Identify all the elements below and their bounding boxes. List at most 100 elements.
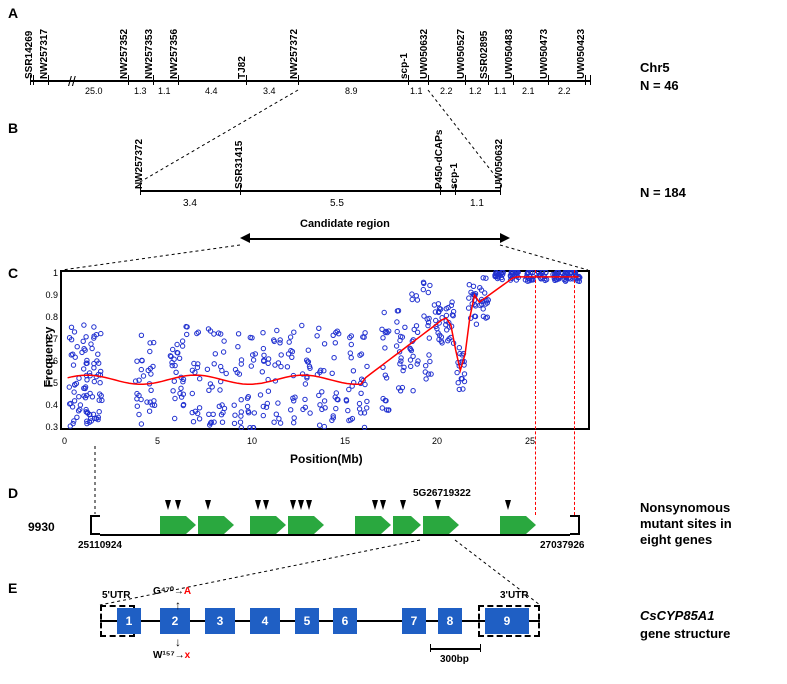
break-mark: // <box>68 73 78 89</box>
tick <box>465 75 466 85</box>
tick <box>513 75 514 85</box>
panel-c-label: C <box>8 265 18 281</box>
nsyn-arrow-icon <box>435 500 441 510</box>
xtick: 5 <box>155 436 160 446</box>
panelD-pos-left: 25110924 <box>78 540 122 551</box>
candidate-region-label: Candidate region <box>300 218 390 230</box>
panelB-axis <box>140 190 500 192</box>
nsyn-arrow-icon <box>400 500 406 510</box>
ytick: 0.8 <box>38 312 58 322</box>
mut-bot: W¹⁵⁷→x <box>153 650 190 661</box>
exon-4: 4 <box>250 608 280 634</box>
marker: NW257372 <box>134 139 145 189</box>
distance: 5.5 <box>330 198 344 209</box>
marker: UW050483 <box>504 29 515 79</box>
red-dash-right <box>574 270 575 515</box>
chr5-label: Chr5 <box>640 60 670 75</box>
panelA-n-label: N = 46 <box>640 78 679 93</box>
nsyn-arrow-icon <box>205 500 211 510</box>
panelB-n-label: N = 184 <box>640 185 686 200</box>
tick <box>153 75 154 85</box>
mut-top: G⁴⁷⁰→A <box>153 586 191 597</box>
marker: SSR14269 <box>24 31 35 79</box>
panelD-right3: eight genes <box>640 532 712 547</box>
exon-6: 6 <box>333 608 357 634</box>
utr5-label: 5'UTR <box>102 590 131 601</box>
xtick: 20 <box>432 436 442 446</box>
marker: NW257372 <box>289 29 300 79</box>
utr3-label: 3'UTR <box>500 590 529 601</box>
mut-g470: G⁴⁷⁰ <box>153 586 174 597</box>
exon-7: 7 <box>402 608 426 634</box>
distance: 1.2 <box>469 86 482 96</box>
mut-x: x <box>185 650 191 661</box>
red-dash-left <box>535 270 536 515</box>
panelD-pos-right: 27037926 <box>540 540 585 551</box>
marker: NW257353 <box>144 29 155 79</box>
nsyn-arrow-icon <box>298 500 304 510</box>
tick <box>48 75 49 85</box>
arrow-right-icon <box>500 233 510 243</box>
exon-1: 1 <box>117 608 141 634</box>
distance: 1.1 <box>494 86 507 96</box>
panelC-xlabel: Position(Mb) <box>290 452 363 466</box>
distance: 2.1 <box>522 86 535 96</box>
panelD-5g-label: 5G26719322 <box>413 488 471 499</box>
marker: UW050527 <box>456 29 467 79</box>
panel-a-label: A <box>8 5 18 21</box>
marker: scp-1 <box>449 163 460 189</box>
nsyn-arrow-icon <box>306 500 312 510</box>
marker: SSR02895 <box>479 31 490 79</box>
xtick: 15 <box>340 436 350 446</box>
exon-3: 3 <box>205 608 235 634</box>
marker: NW257352 <box>119 29 130 79</box>
tick <box>298 75 299 85</box>
arrow-up-icon: ↑ <box>175 598 181 612</box>
mut-w157: W¹⁵⁷ <box>153 650 175 661</box>
ytick: 0.5 <box>38 378 58 388</box>
arrow-left-icon <box>240 233 250 243</box>
scale-tick <box>430 644 431 652</box>
tick <box>590 75 591 85</box>
distance: 2.2 <box>440 86 453 96</box>
marker: NW257317 <box>39 29 50 79</box>
distance: 1.1 <box>410 86 423 96</box>
nsyn-arrow-icon <box>175 500 181 510</box>
scale-bar <box>430 648 480 650</box>
candidate-arrow <box>250 238 500 240</box>
panel-e-label: E <box>8 580 17 596</box>
panelD-right2: mutant sites in <box>640 516 732 531</box>
tick <box>585 75 586 85</box>
scale-tick <box>480 644 481 652</box>
distance: 1.3 <box>134 86 147 96</box>
nsyn-arrow-icon <box>290 500 296 510</box>
marker: UW050473 <box>539 29 550 79</box>
distance: 25.0 <box>85 86 103 96</box>
nsyn-arrow-icon <box>372 500 378 510</box>
marker: NW257356 <box>169 29 180 79</box>
nsyn-arrow-icon <box>255 500 261 510</box>
tick <box>178 75 179 85</box>
tick <box>428 75 429 85</box>
panel-d-label: D <box>8 485 18 501</box>
tick <box>408 75 409 85</box>
marker: P450-dCAPs <box>434 130 445 189</box>
ytick: 0.3 <box>38 422 58 432</box>
nsyn-arrow-icon <box>380 500 386 510</box>
distance: 2.2 <box>558 86 571 96</box>
panelD-genes-svg <box>0 512 600 538</box>
tick <box>488 75 489 85</box>
tick <box>548 75 549 85</box>
nsyn-arrow-icon <box>263 500 269 510</box>
ytick: 0.4 <box>38 400 58 410</box>
distance: 4.4 <box>205 86 218 96</box>
distance: 3.4 <box>183 198 197 209</box>
panelE-right1: CsCYP85A1 <box>640 608 714 623</box>
nsyn-arrow-icon <box>165 500 171 510</box>
ytick: 0.7 <box>38 334 58 344</box>
panel-b-label: B <box>8 120 18 136</box>
exon-9: 9 <box>485 608 529 634</box>
tick <box>246 75 247 85</box>
xtick: 0 <box>62 436 67 446</box>
tick <box>128 75 129 85</box>
